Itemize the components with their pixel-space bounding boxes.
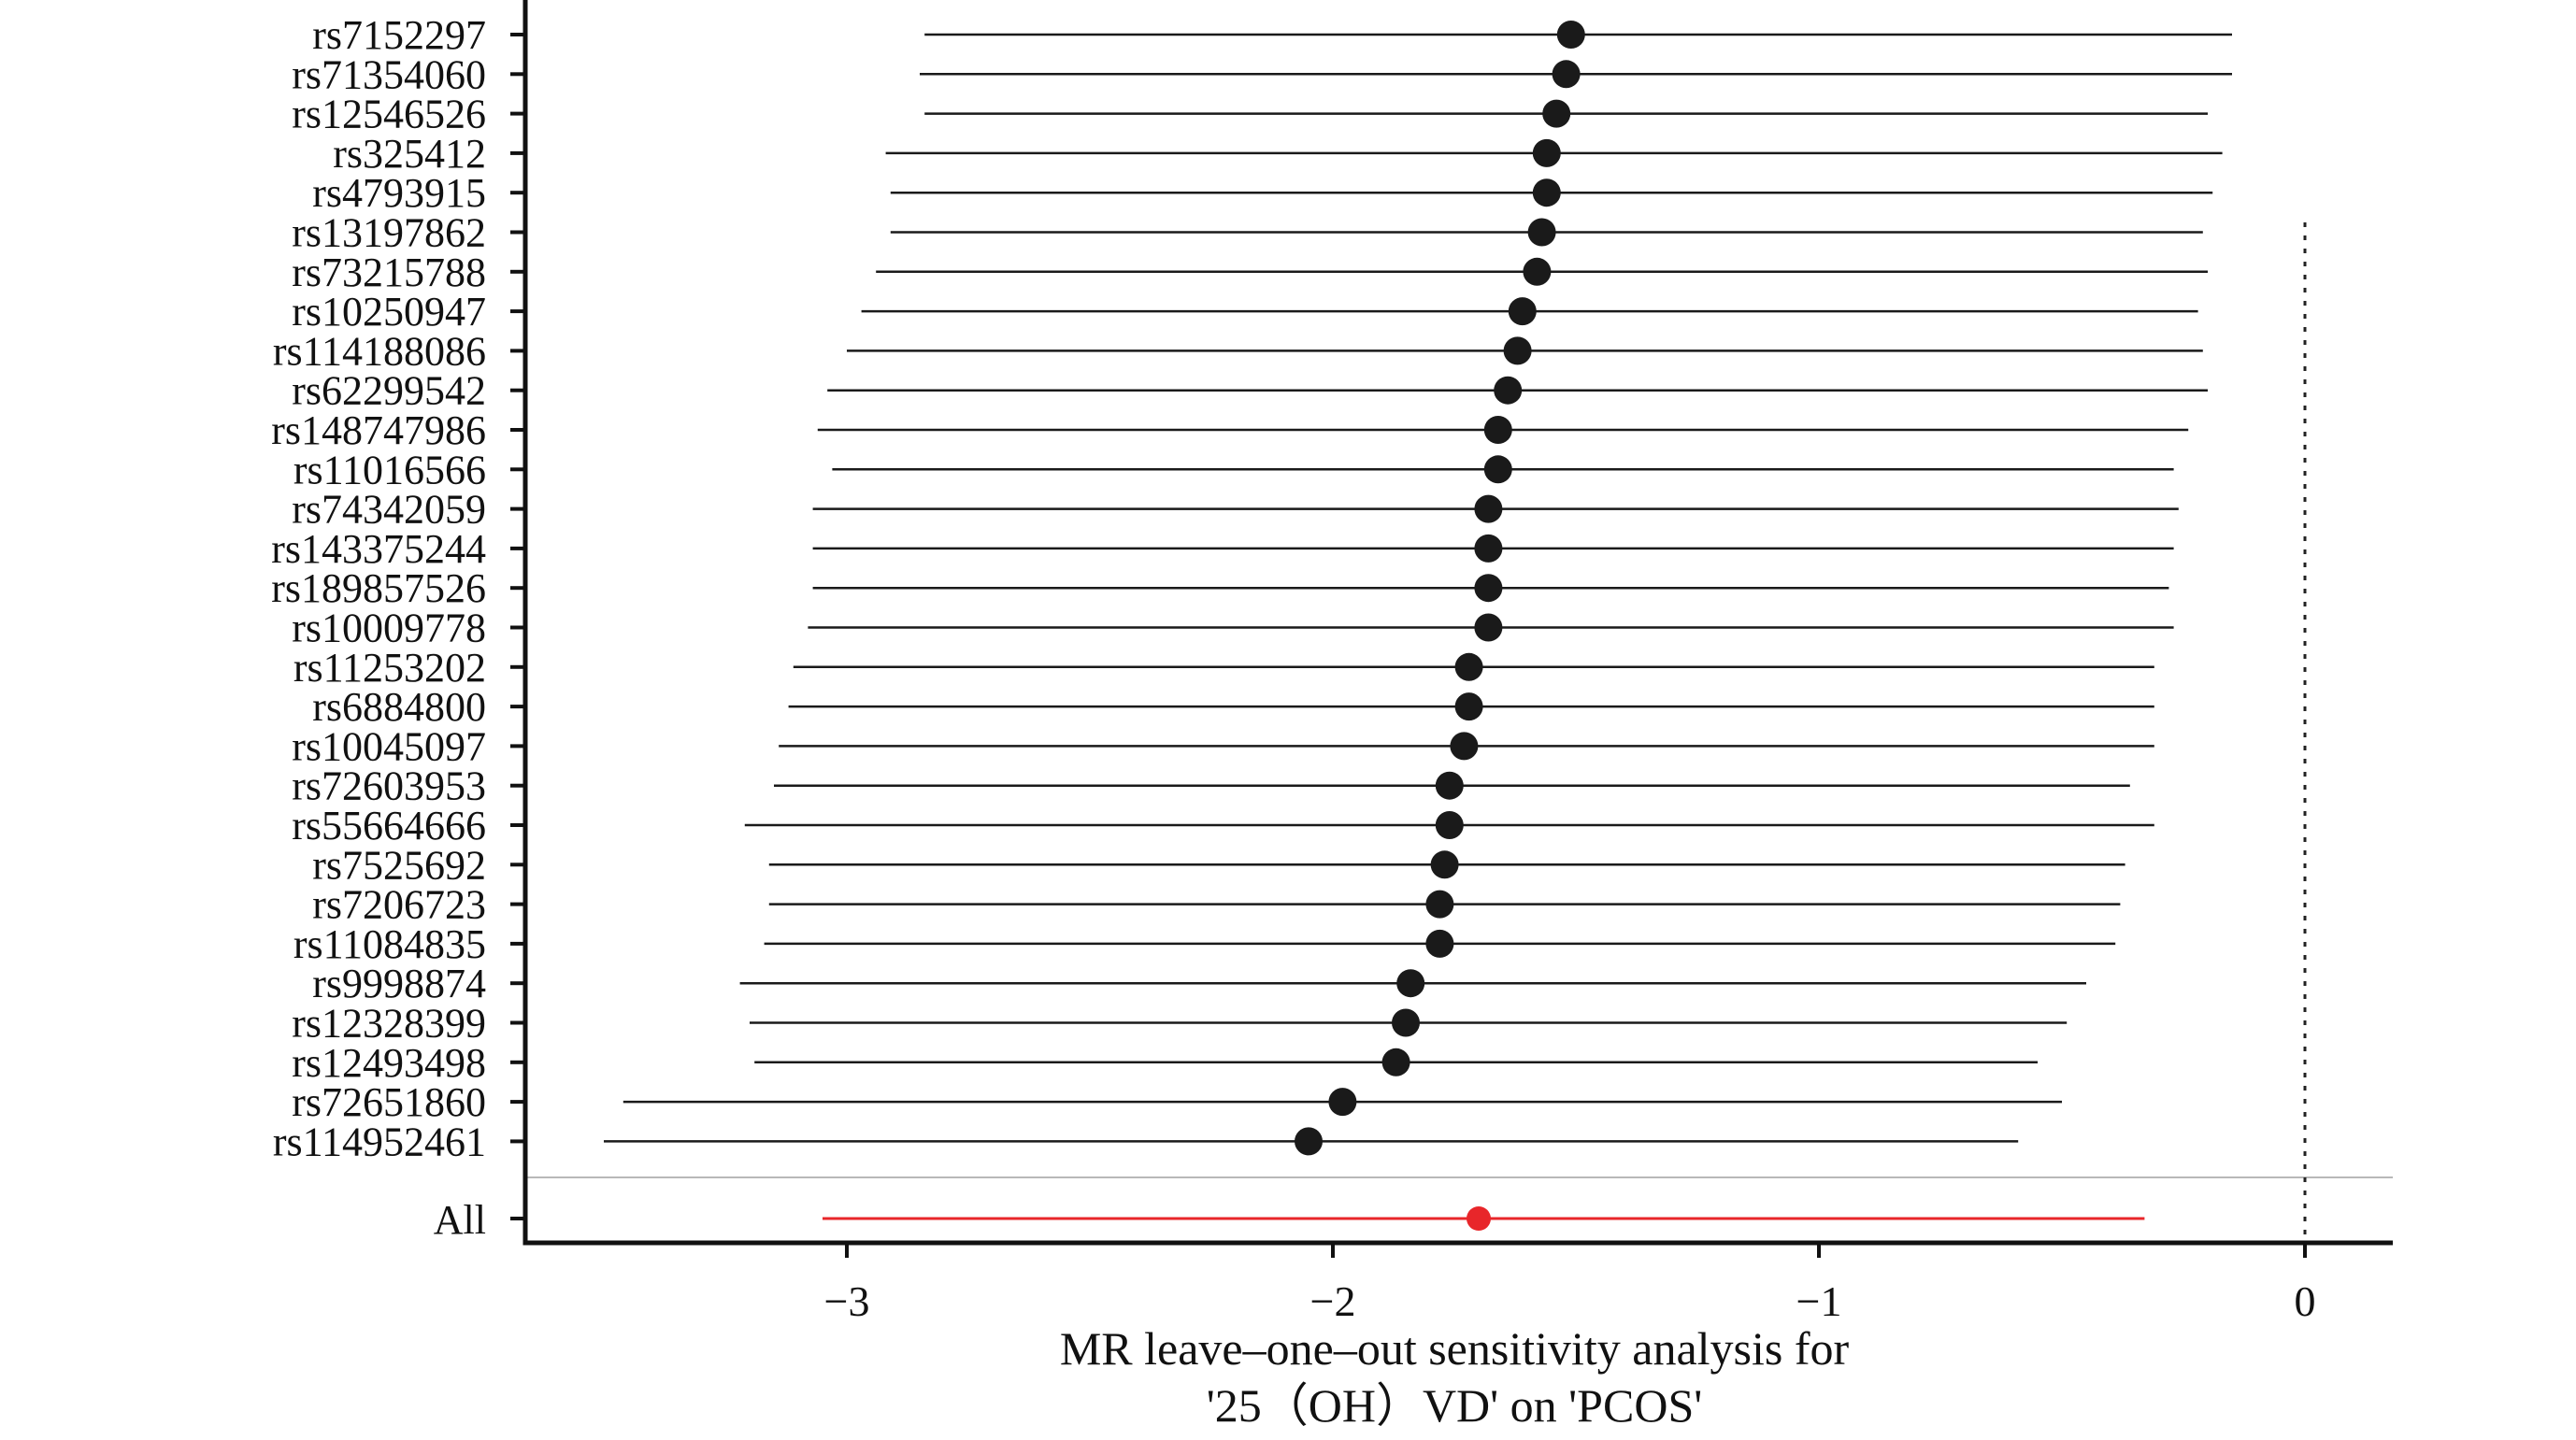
- snp-label: rs71354060: [292, 51, 486, 97]
- snp-label: rs10009778: [292, 606, 486, 651]
- estimate-point: [1450, 732, 1479, 761]
- snp-label: rs143375244: [271, 526, 486, 572]
- estimate-point: [1503, 336, 1532, 365]
- snp-label: rs10250947: [292, 289, 486, 335]
- estimate-point: [1425, 929, 1454, 958]
- snp-label: rs12328399: [292, 1001, 486, 1047]
- estimate-point: [1392, 1008, 1420, 1037]
- estimate-point: [1523, 257, 1552, 286]
- snp-label: rs4793915: [312, 170, 486, 216]
- snp-label: rs7525692: [312, 842, 486, 888]
- snp-label: rs325412: [333, 131, 486, 177]
- estimate-point: [1396, 969, 1425, 998]
- snp-label: rs12493498: [292, 1040, 486, 1086]
- snp-label: rs114188086: [273, 328, 486, 374]
- estimate-point: [1552, 60, 1581, 89]
- snp-label: rs74342059: [292, 487, 486, 533]
- snp-label: rs11084835: [293, 921, 486, 967]
- snp-label: rs11253202: [293, 645, 486, 691]
- snp-label: rs9998874: [312, 961, 486, 1006]
- estimate-point: [1474, 534, 1503, 563]
- snp-label: rs13197862: [292, 210, 486, 256]
- snp-label: rs62299542: [292, 368, 486, 414]
- overall-estimate-point: [1467, 1206, 1491, 1231]
- snp-label: rs12546526: [292, 92, 486, 137]
- estimate-point: [1474, 494, 1503, 523]
- overall-label: All: [434, 1197, 486, 1243]
- estimate-point: [1435, 811, 1464, 839]
- snp-label: rs73215788: [292, 250, 486, 295]
- estimate-point: [1483, 416, 1512, 444]
- estimate-point: [1295, 1127, 1323, 1156]
- estimate-point: [1556, 21, 1585, 49]
- estimate-point: [1494, 376, 1523, 405]
- x-tick-label: −1: [1796, 1277, 1842, 1325]
- snp-label: rs7206723: [312, 882, 486, 928]
- x-tick-label: 0: [2295, 1277, 2316, 1325]
- estimate-point: [1454, 692, 1483, 721]
- estimate-point: [1381, 1048, 1410, 1076]
- estimate-point: [1454, 652, 1483, 681]
- estimate-point: [1527, 218, 1556, 247]
- snp-label: rs72651860: [292, 1079, 486, 1125]
- snp-label: rs189857526: [271, 565, 486, 611]
- estimate-point: [1328, 1088, 1357, 1117]
- estimate-point: [1425, 890, 1454, 919]
- snp-label: rs148747986: [271, 407, 486, 453]
- estimate-point: [1542, 99, 1571, 128]
- x-tick-label: −2: [1310, 1277, 1356, 1325]
- estimate-point: [1532, 178, 1561, 207]
- snp-label: rs7152297: [312, 12, 486, 58]
- x-tick-label: −3: [824, 1277, 870, 1325]
- estimate-point: [1532, 138, 1561, 167]
- estimate-point: [1430, 850, 1459, 879]
- snp-label: rs11016566: [293, 447, 486, 492]
- estimate-point: [1474, 574, 1503, 603]
- snp-label: rs114952461: [273, 1119, 486, 1164]
- estimate-point: [1474, 613, 1503, 642]
- estimate-point: [1483, 455, 1512, 484]
- snp-label: rs6884800: [312, 684, 486, 730]
- snp-label: rs72603953: [292, 763, 486, 809]
- snp-label: rs10045097: [292, 723, 486, 769]
- x-axis-title-line-1: MR leave–one–out sensitivity analysis fo…: [1060, 1322, 1850, 1375]
- snp-label: rs55664666: [292, 803, 486, 848]
- plot-area: −3 −2 −1 0 rs7152297rs71354060rs12546526rs32…: [271, 0, 2393, 1325]
- x-axis-title-line-2: '25（OH）VD' on 'PCOS': [1207, 1379, 1703, 1432]
- estimate-point: [1508, 297, 1537, 326]
- estimate-point: [1435, 771, 1464, 800]
